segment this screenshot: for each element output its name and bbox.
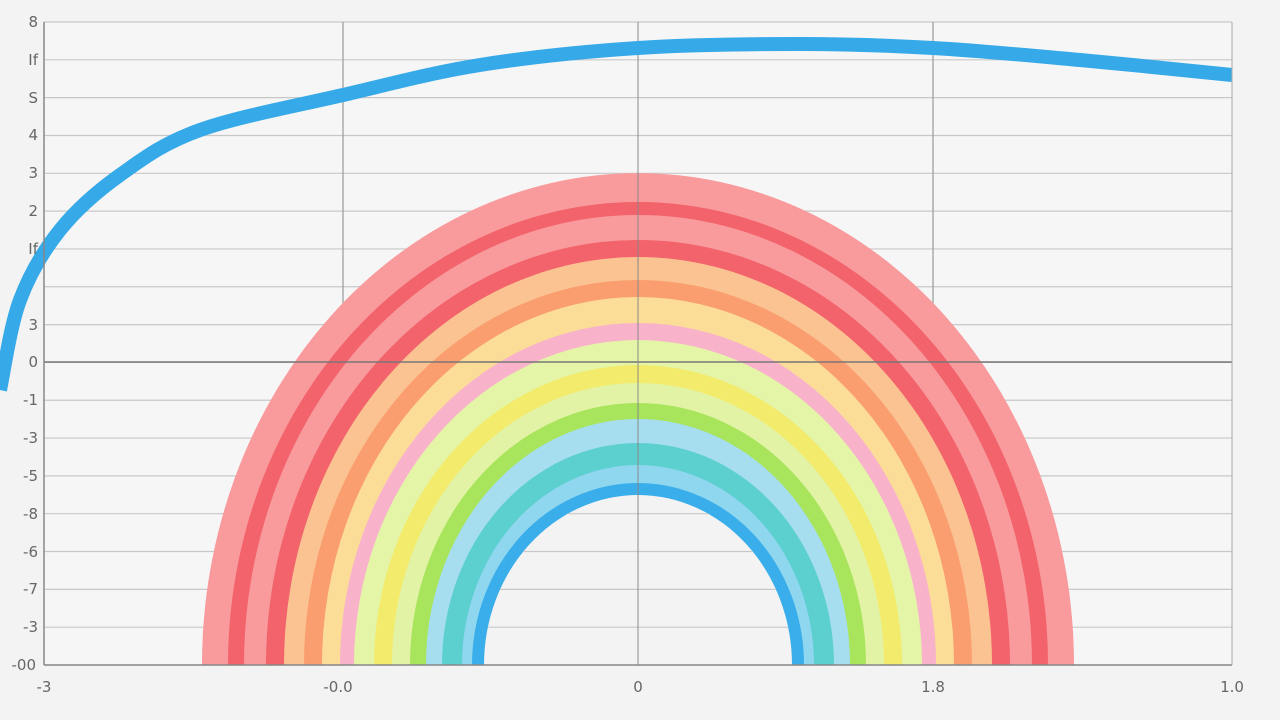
y-tick-label: 8 [28,13,38,31]
x-tick-label: 1.0 [1220,678,1244,696]
y-tick-label: -8 [23,504,38,523]
y-tick-label: 4 [28,126,38,145]
x-tick-label: 1.8 [921,678,945,696]
y-tick-label: If [28,50,38,69]
y-tick-label: If [28,239,38,258]
x-tick-label: -3 [36,678,52,696]
y-tick-label: 3 [28,164,38,183]
x-tick-label: -0.0 [323,678,353,696]
y-tick-label: -00 [11,656,37,674]
y-tick-label: -3 [23,429,38,448]
y-tick-label: -6 [23,542,38,561]
y-tick-label: 0 [28,353,38,372]
rainbow-arcs [202,173,1074,665]
y-tick-label: S [28,88,38,107]
y-tick-label: -7 [23,580,38,599]
y-tick-label: 3 [28,315,38,334]
blue-curve-line [0,36,1233,392]
y-tick-label: -1 [23,391,38,410]
x-tick-label: 0 [633,678,643,696]
y-tick-label: -3 [23,618,38,637]
y-tick-label: -5 [23,466,38,485]
y-tick-label: 2 [28,202,38,221]
